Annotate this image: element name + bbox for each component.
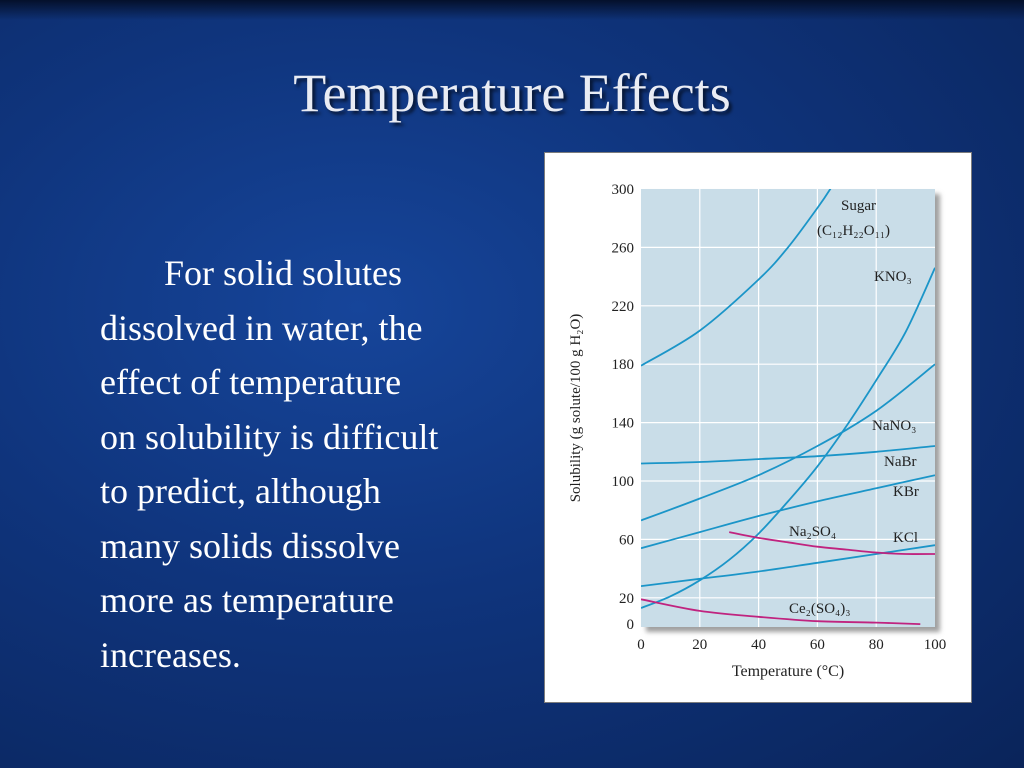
series-line (641, 267, 935, 609)
series-label: NaNO₃ (872, 418, 916, 434)
grid-lines (641, 189, 935, 627)
y-tick-label: 260 (612, 240, 635, 256)
body-text-line: more as temperature (100, 580, 394, 620)
y-tick-label: 300 (612, 182, 635, 198)
body-text-line: on solubility is difficult (100, 416, 439, 457)
y-tick-label: 220 (612, 299, 635, 315)
curves (641, 189, 935, 625)
solubility-chart: 0 20 40 60 80 100 0 20 60 100 140 180 220 260 300 Suga… (544, 152, 972, 703)
body-text-line: effect of temperature (100, 362, 402, 402)
body-text-line: many solids dissolve (100, 525, 401, 566)
y-tick-label: 140 (612, 416, 635, 432)
series-line (641, 189, 832, 367)
slide-title: Temperature Effects (293, 63, 731, 123)
plot-area (641, 189, 935, 627)
series-labels: Sugar (C₁₂H₂₂O₁₁) KNO₃ NaNO₃ NaBr KBr KCl Na₂SO… (789, 198, 919, 617)
series-line (641, 445, 935, 465)
x-tick-label: 60 (810, 637, 825, 653)
top-shadow-band (0, 0, 1024, 20)
axis-ticks: 0 20 40 60 80 100 0 20 60 100 140 180 220 260 300 (612, 182, 947, 653)
x-tick-label: 40 (751, 637, 766, 653)
y-tick-label: 180 (612, 357, 635, 373)
x-tick-label: 20 (692, 637, 707, 653)
series-label: Na₂SO₄ (789, 524, 836, 540)
y-tick-label: 0 (627, 617, 635, 633)
series-line (641, 598, 921, 625)
series-label: Ce₂(SO₄)₃ (789, 601, 851, 617)
body-text-line: to predict, although (100, 471, 381, 511)
x-tick-label: 80 (869, 637, 884, 653)
body-text-line: For solid solutes (164, 253, 403, 293)
y-tick-label: 20 (619, 591, 634, 607)
x-tick-label: 0 (637, 637, 645, 653)
body-text-line: dissolved in water, the (100, 307, 423, 348)
solubility-chart-svg: 0 20 40 60 80 100 0 20 60 100 140 180 220 260 300 Suga… (568, 182, 947, 680)
x-tick-label: 100 (924, 637, 947, 653)
body-text: For solid solutes dissolved in water, the… (100, 246, 530, 682)
x-axis-label: Temperature (°C) (732, 663, 844, 680)
y-axis-label: Solubility (g solute/100 g H₂O) (568, 314, 584, 503)
series-line (641, 474, 935, 550)
series-label: (C₁₂H₂₂O₁₁) (817, 223, 890, 239)
series-label: Sugar (841, 198, 876, 214)
body-text-line: increases. (100, 634, 241, 675)
series-label: KCl (893, 530, 918, 546)
series-line (729, 531, 935, 555)
series-label: KBr (893, 484, 919, 500)
y-tick-label: 60 (619, 532, 634, 548)
y-tick-label: 100 (612, 474, 635, 490)
series-label: KNO₃ (874, 269, 912, 285)
series-label: NaBr (884, 454, 917, 470)
